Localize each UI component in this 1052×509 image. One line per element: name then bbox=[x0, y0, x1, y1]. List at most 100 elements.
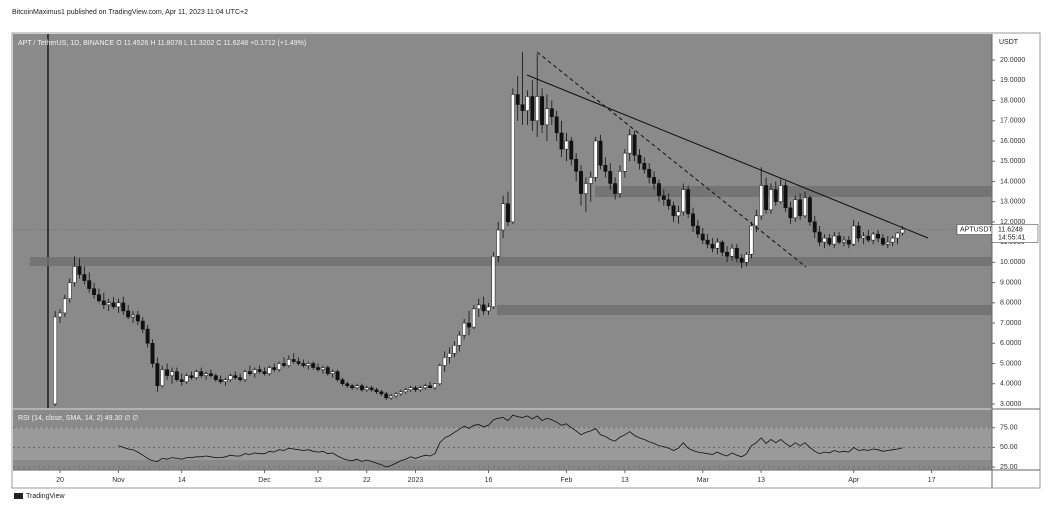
support-zone bbox=[497, 305, 992, 315]
y-tick-label: 8.0000 bbox=[1000, 300, 1022, 307]
candle-body bbox=[496, 229, 501, 257]
candle-body bbox=[510, 94, 515, 223]
candle-body bbox=[885, 241, 890, 245]
candle-body bbox=[62, 298, 67, 314]
candle-body bbox=[311, 363, 316, 368]
candle-body bbox=[184, 375, 189, 382]
rsi-legend: RSI (14, close, SMA, 14, 2) 49.30 ∅ ∅ bbox=[18, 415, 138, 422]
candle-body bbox=[637, 154, 642, 164]
y-tick-label: 15.0000 bbox=[1000, 158, 1025, 165]
y-tick-label: 13.0000 bbox=[1000, 199, 1025, 206]
candle-body bbox=[540, 96, 545, 126]
y-tick-label: 19.0000 bbox=[1000, 77, 1025, 84]
candle-body bbox=[812, 221, 817, 233]
candle-body bbox=[603, 165, 608, 172]
price-tag-countdown: 14:55:41 bbox=[998, 234, 1025, 241]
candle-body bbox=[160, 369, 165, 387]
candle-body bbox=[452, 345, 457, 354]
candle-body bbox=[282, 363, 286, 366]
candle-body bbox=[900, 229, 905, 234]
candle-body bbox=[525, 96, 530, 111]
x-tick-label: Feb bbox=[560, 477, 572, 484]
candle-body bbox=[579, 171, 583, 194]
candle-body bbox=[622, 152, 627, 172]
candle-body bbox=[135, 314, 140, 322]
candle-body bbox=[355, 385, 359, 389]
candle-body bbox=[691, 213, 695, 227]
candle-body bbox=[174, 371, 179, 380]
candle-body bbox=[272, 367, 277, 370]
candle-body bbox=[437, 365, 442, 384]
candle-body bbox=[140, 320, 145, 330]
candle-body bbox=[759, 185, 764, 217]
candle-body bbox=[121, 302, 126, 312]
candle-body bbox=[72, 266, 77, 283]
tradingview-logo: TradingView bbox=[14, 493, 65, 500]
candle-body bbox=[291, 359, 296, 362]
candle-body bbox=[827, 237, 832, 245]
x-tick-label: 16 bbox=[485, 477, 493, 484]
candle-body bbox=[890, 237, 895, 243]
x-tick-label: 12 bbox=[314, 477, 322, 484]
candle-body bbox=[111, 302, 116, 308]
candle-body bbox=[593, 140, 598, 178]
candle-body bbox=[583, 183, 588, 194]
resistance-zone bbox=[595, 186, 992, 197]
x-tick-label: Mar bbox=[697, 477, 710, 484]
candle-body bbox=[734, 247, 739, 259]
candle-body bbox=[768, 189, 773, 211]
candle-body bbox=[233, 375, 238, 378]
y-tick-label: 14.0000 bbox=[1000, 178, 1025, 185]
candle-body bbox=[837, 235, 842, 243]
candle-body bbox=[301, 363, 306, 366]
candle-body bbox=[656, 183, 661, 196]
rsi-tick-label: 50.00 bbox=[1000, 444, 1018, 451]
candle-body bbox=[554, 116, 559, 134]
y-tick-label: 5.0000 bbox=[1000, 360, 1022, 367]
y-tick-label: 16.0000 bbox=[1000, 138, 1025, 145]
candle-body bbox=[744, 254, 749, 263]
candle-body bbox=[559, 132, 564, 150]
candle-body bbox=[208, 373, 213, 376]
candle-body bbox=[126, 310, 131, 318]
candle-body bbox=[783, 185, 788, 209]
candle-body bbox=[199, 371, 204, 376]
candle-body bbox=[544, 108, 549, 126]
candle-body bbox=[179, 379, 184, 382]
candle-body bbox=[515, 94, 520, 105]
y-tick-label: 4.0000 bbox=[1000, 381, 1022, 388]
candle-body bbox=[778, 185, 783, 202]
candle-body bbox=[218, 379, 223, 382]
axis-unit: USDT bbox=[999, 39, 1019, 46]
candle-body bbox=[661, 195, 666, 200]
candle-body bbox=[549, 108, 554, 117]
candle-body bbox=[155, 363, 160, 387]
candle-body bbox=[520, 104, 525, 111]
candle-body bbox=[856, 225, 861, 239]
candle-body bbox=[374, 389, 379, 393]
rsi-tick-label: 25.00 bbox=[1000, 464, 1018, 471]
candle-body bbox=[618, 171, 622, 194]
candle-body bbox=[170, 371, 174, 376]
candle-body bbox=[686, 189, 691, 215]
price-tag-price: 11.6248 bbox=[998, 226, 1023, 233]
candle-body bbox=[238, 377, 243, 380]
candle-body bbox=[345, 383, 350, 387]
support-zone bbox=[30, 257, 992, 266]
candle-body bbox=[369, 387, 374, 391]
candle-body bbox=[106, 302, 111, 306]
candle-body bbox=[228, 375, 233, 380]
candle-body bbox=[257, 369, 262, 372]
candle-body bbox=[851, 225, 856, 245]
candle-body bbox=[306, 363, 311, 366]
y-tick-label: 20.0000 bbox=[1000, 57, 1025, 64]
candle-body bbox=[861, 235, 866, 239]
candle-body bbox=[632, 134, 637, 156]
candle-body bbox=[116, 302, 121, 308]
candle-body bbox=[842, 239, 846, 243]
footer-text: TradingView bbox=[26, 493, 65, 500]
candle-body bbox=[506, 203, 510, 223]
candle-body bbox=[880, 237, 885, 245]
candle-body bbox=[739, 258, 744, 263]
